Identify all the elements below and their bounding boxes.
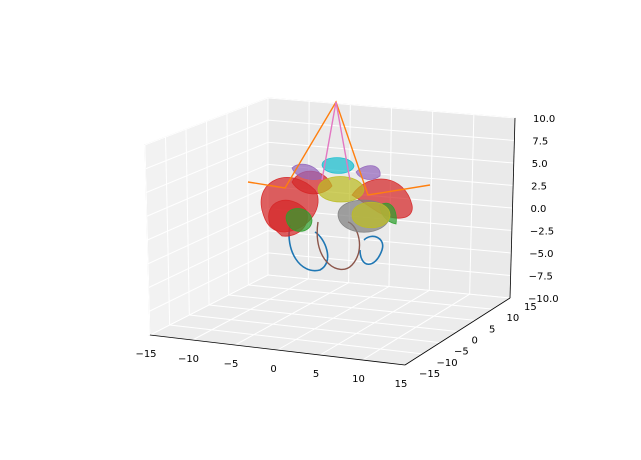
z-tick-label: 2.5 [531, 182, 547, 193]
wall-grid-z [144, 97, 516, 146]
wall-grid-z [148, 230, 512, 288]
z-tick-label: −10.0 [528, 294, 559, 305]
x-tick-label: 5 [313, 369, 319, 380]
series-line-blue [288, 224, 384, 272]
x-tick-label: −5 [224, 359, 239, 370]
surface-cyan-torus-cap [321, 157, 355, 174]
z-tick-label: −5.0 [529, 249, 553, 260]
floor-grid-y [248, 284, 493, 310]
wall-grid-z [146, 163, 514, 217]
y-tick-label: 15 [524, 302, 537, 313]
axis-lines [149, 117, 516, 366]
surface-olive-sphere [351, 202, 391, 228]
y-tick-label: 0 [472, 336, 478, 347]
x-tick-label: −15 [135, 349, 156, 360]
floor-grid-y [208, 304, 458, 332]
wall-grid-z [146, 141, 514, 193]
floor-grid-y [228, 294, 476, 321]
x-tick-labels: −15 −10 −5 0 5 10 15 [135, 349, 407, 390]
z-tick-label: 10.0 [533, 114, 555, 125]
y-tick-labels: −15−10−505 10 15 [419, 302, 537, 380]
z-axis-line [509, 117, 516, 299]
wall-grid-z [149, 252, 511, 312]
x-axis-line [149, 334, 406, 366]
y-tick-label: 10 [507, 313, 520, 324]
surface-green-lobe-left [285, 208, 313, 232]
z-tick-label: 7.5 [532, 137, 548, 148]
series-layer [247, 100, 431, 272]
x-tick-label: 10 [352, 374, 365, 385]
z-tick-labels: −10.0 −7.5 −5.0 −2.5 0.0 2.5 5.0 7.5 10.0 [528, 114, 559, 305]
x-tick-label: 0 [270, 364, 276, 375]
y-axis-line [404, 297, 511, 366]
wall-grid-z [149, 274, 511, 336]
x-tick-label: 15 [395, 379, 408, 390]
z-tick-label: 5.0 [532, 159, 548, 170]
z-tick-label: −2.5 [530, 227, 554, 238]
surface-olive-torus [317, 176, 365, 203]
x-tick-label: −10 [178, 354, 199, 365]
z-tick-label: −7.5 [529, 272, 553, 283]
y-tick-label: 5 [489, 324, 495, 335]
wall-grid-z [145, 119, 515, 170]
floor-grid-y [189, 314, 441, 344]
z-tick-label: 0.0 [531, 204, 547, 215]
y-tick-label: −5 [454, 347, 469, 358]
y-tick-label: −10 [437, 358, 458, 369]
floor-grid-y [169, 324, 423, 355]
y-tick-label: −15 [419, 369, 440, 380]
series-line-pink [321, 101, 351, 181]
